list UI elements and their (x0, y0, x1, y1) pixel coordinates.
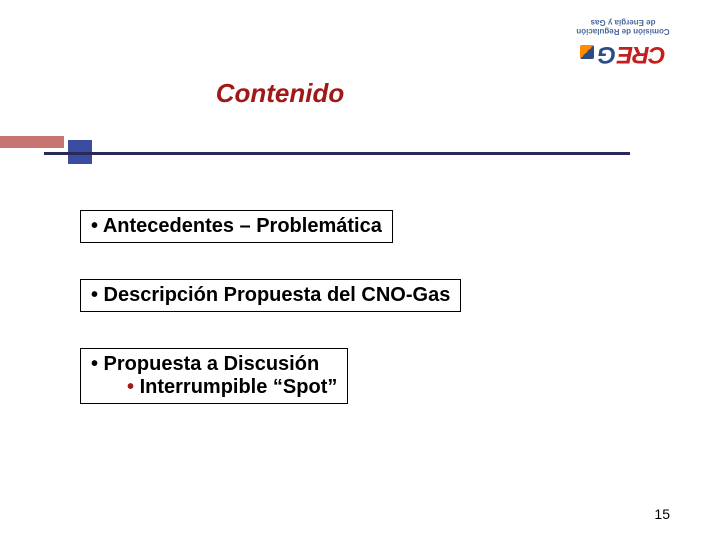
item-subtext: • Interrumpible “Spot” (91, 376, 337, 399)
content-list: • Antecedentes – Problemática • Descripc… (80, 210, 461, 440)
item-text: • Antecedentes – Problemática (91, 215, 382, 238)
list-item: • Descripción Propuesta del CNO-Gas (80, 279, 461, 312)
list-item: • Propuesta a Discusión • Interrumpible … (80, 348, 348, 404)
logo-tagline: Comisión de Regulación de Energía y Gas (558, 18, 688, 36)
sub-bullet-icon: • (127, 376, 134, 398)
decor-bar-left (0, 136, 64, 148)
list-item: • Antecedentes – Problemática (80, 210, 393, 243)
item-text: • Descripción Propuesta del CNO-Gas (91, 284, 450, 307)
page-number: 15 (654, 506, 670, 522)
item-text: • Propuesta a Discusión (91, 353, 337, 376)
logo-mark: CREG (558, 40, 688, 68)
logo: Comisión de Regulación de Energía y Gas … (558, 18, 688, 66)
page-title: Contenido (0, 78, 560, 109)
decor-underline (44, 152, 630, 155)
